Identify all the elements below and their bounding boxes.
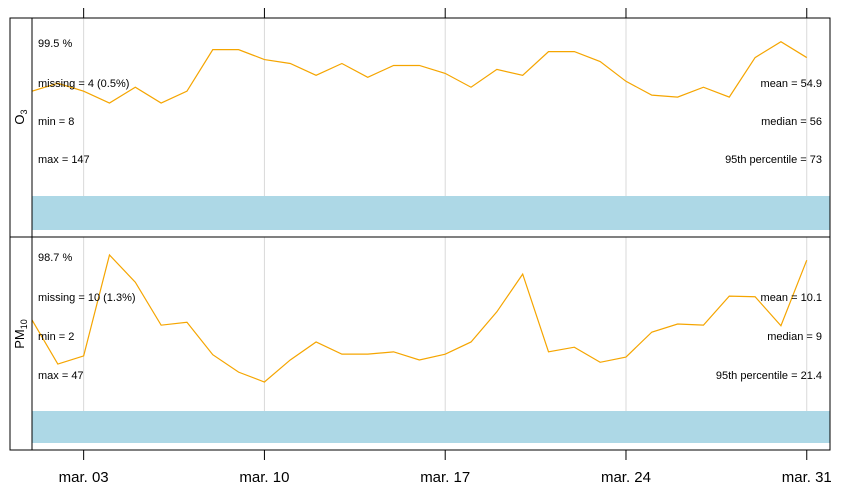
strip-subscript: 3 [19,109,29,114]
x-tick-label: mar. 10 [239,469,289,486]
data-line [31,253,808,383]
median-label: median = 56 [761,116,822,128]
capture-label: 98.7 % [38,252,72,264]
strip-label: O3 [12,109,29,124]
max-label: max = 147 [38,154,90,166]
median-label: median = 9 [767,331,822,343]
mean-label: mean = 54.9 [761,78,822,90]
strip-name: O [12,114,27,124]
x-tick-label: mar. 17 [420,469,470,486]
strip [9,236,33,451]
x-tick-label: mar. 31 [782,469,832,486]
data-line [31,41,808,104]
percentile-label: 95th percentile = 21.4 [716,370,822,382]
strip-label: PM10 [12,319,29,349]
capture-bar [32,411,830,443]
strip-name: PM [12,329,27,349]
missing-label: missing = 10 (1.3%) [38,292,136,304]
strip-subscript: 10 [19,319,29,329]
min-label: min = 8 [38,116,74,128]
missing-label: missing = 4 (0.5%) [38,78,129,90]
x-tick-label: mar. 24 [601,469,651,486]
max-label: max = 47 [38,370,84,382]
min-label: min = 2 [38,331,74,343]
mean-label: mean = 10.1 [761,292,822,304]
x-tick-label: mar. 03 [59,469,109,486]
strip [9,17,33,238]
capture-label: 99.5 % [38,38,72,50]
capture-bar [32,196,830,230]
percentile-label: 95th percentile = 73 [725,154,822,166]
